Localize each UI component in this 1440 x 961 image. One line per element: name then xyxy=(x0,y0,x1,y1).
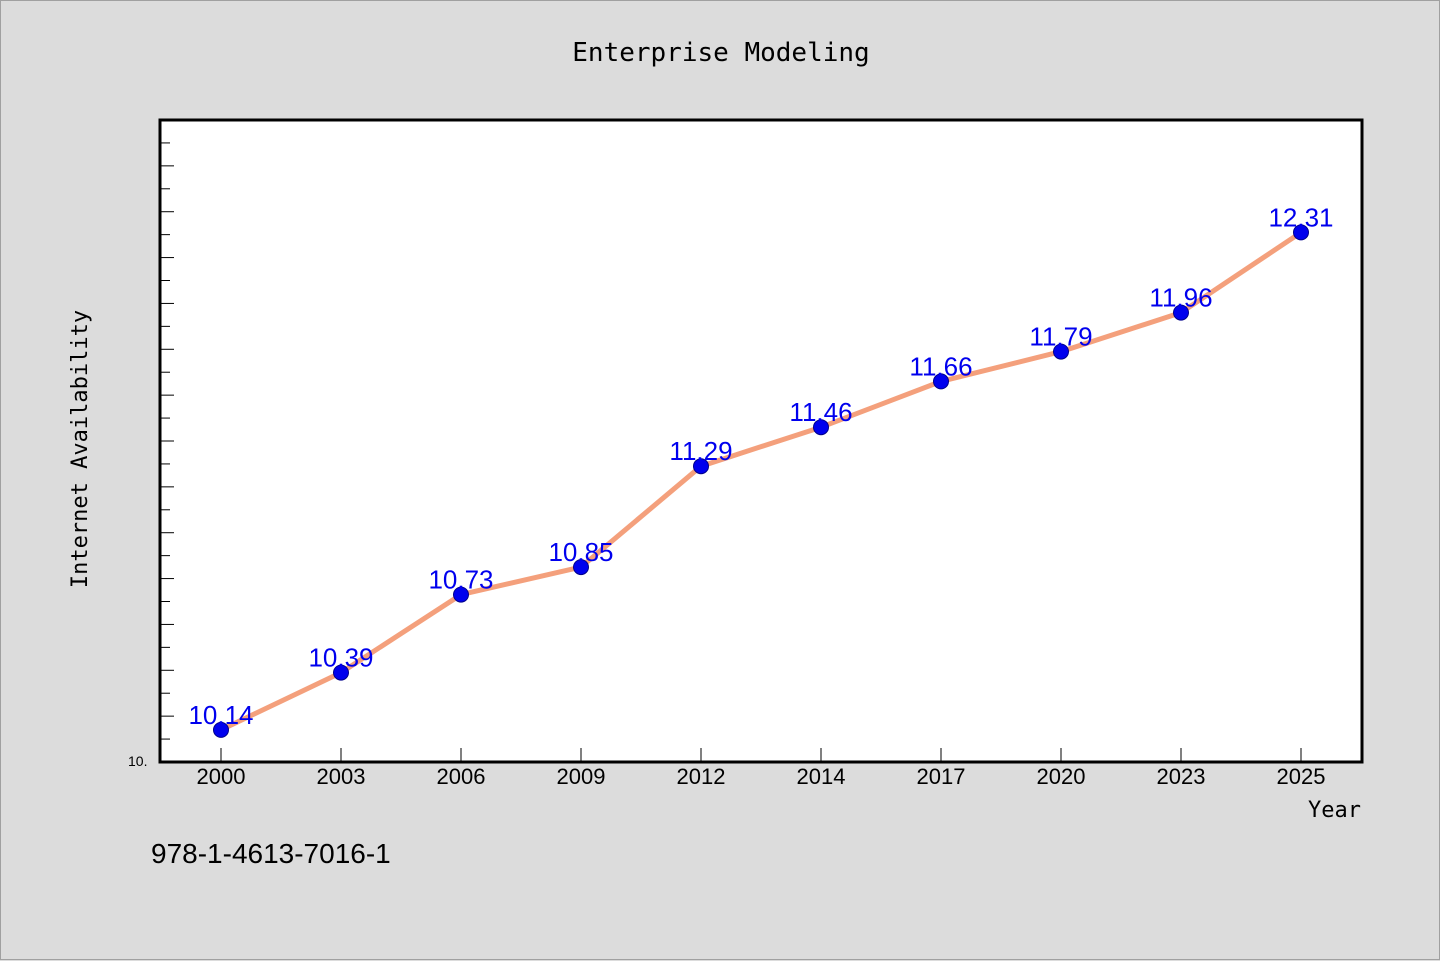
data-label: 11.79 xyxy=(1029,322,1092,352)
data-point xyxy=(453,586,469,603)
x-tick-label: 2023 xyxy=(1157,764,1206,789)
data-point xyxy=(333,664,349,681)
footer-code: 978-1-4613-7016-1 xyxy=(151,838,391,869)
data-point xyxy=(1053,343,1069,360)
data-label: 12.31 xyxy=(1268,202,1333,232)
x-axis-ticks: 2000 2003 2006 2009 2012 2014 2017 2020 2023 2025 xyxy=(197,748,1326,789)
x-tick-label: 2014 xyxy=(797,764,846,789)
x-axis-label: Year xyxy=(1308,798,1361,823)
data-label: 11.46 xyxy=(789,397,852,427)
x-tick-label: 2025 xyxy=(1277,764,1326,789)
data-point xyxy=(933,373,949,390)
y-axis-min-label: 10. xyxy=(128,753,147,769)
data-labels: 10.14 10.39 10.73 10.85 11.29 11.46 11.66 11.79… xyxy=(188,202,1333,730)
x-tick-label: 2009 xyxy=(557,764,606,789)
data-point xyxy=(213,721,229,738)
data-point xyxy=(1293,224,1309,241)
data-label: 10.14 xyxy=(188,700,253,730)
x-tick-label: 2020 xyxy=(1037,764,1086,789)
series-markers xyxy=(213,224,1309,738)
data-label: 11.96 xyxy=(1149,283,1212,313)
y-axis-label: Internet Availability xyxy=(68,310,93,588)
data-label: 10.85 xyxy=(548,537,613,567)
data-label: 10.39 xyxy=(308,643,373,673)
data-point xyxy=(813,419,829,436)
data-label: 11.66 xyxy=(909,351,972,381)
y-axis-ticks xyxy=(160,142,174,763)
data-point xyxy=(693,458,709,475)
data-point xyxy=(573,559,589,576)
x-tick-label: 2006 xyxy=(437,764,486,789)
data-point xyxy=(1173,304,1189,321)
x-tick-label: 2000 xyxy=(197,764,246,789)
data-label: 11.29 xyxy=(669,436,732,466)
data-label: 10.73 xyxy=(428,565,493,595)
chart-title: Enterprise Modeling xyxy=(572,38,869,68)
x-tick-label: 2017 xyxy=(917,764,966,789)
plot-area xyxy=(158,118,1364,764)
series-line xyxy=(218,229,1304,733)
x-tick-label: 2003 xyxy=(317,764,366,789)
x-tick-label: 2012 xyxy=(677,764,726,789)
